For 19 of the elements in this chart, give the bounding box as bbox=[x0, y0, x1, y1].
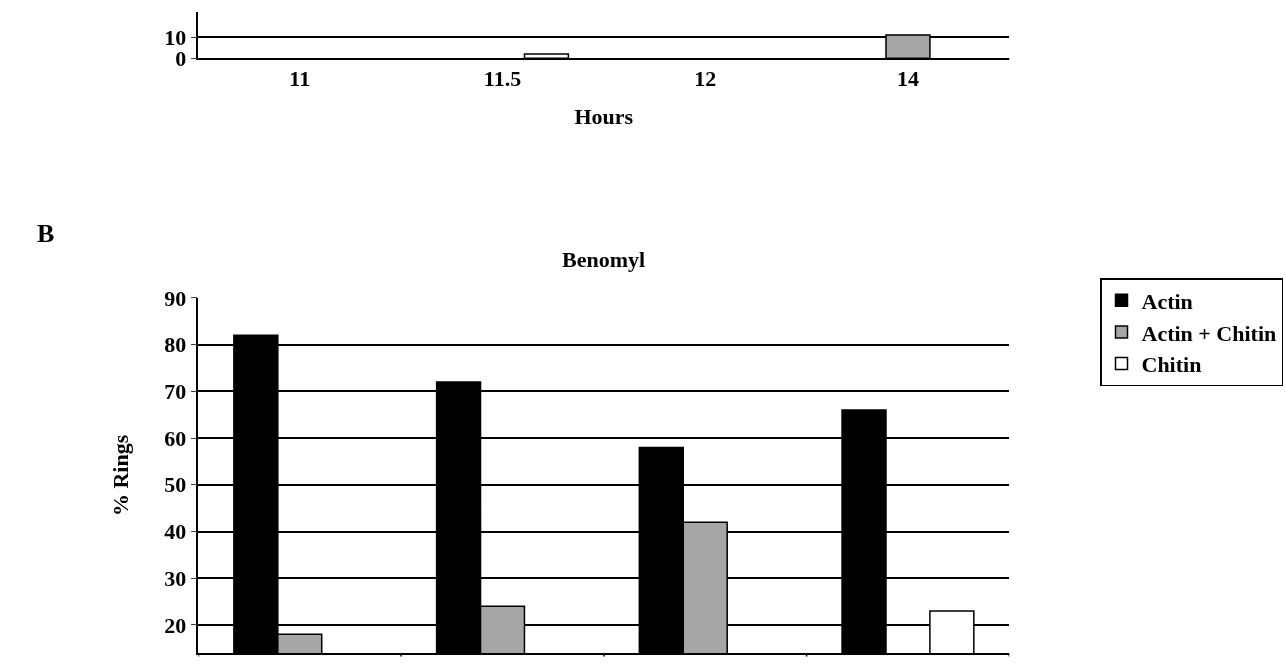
y-axis-title: % Rings bbox=[107, 434, 133, 517]
legend-label: Actin + Chitin bbox=[1141, 320, 1277, 346]
y-tick-label: 60 bbox=[164, 425, 187, 451]
y-tick-label: 50 bbox=[164, 472, 187, 498]
x-tick-label: 14 bbox=[896, 66, 919, 92]
x-axis-title: Hours bbox=[574, 103, 634, 129]
x-tick-label: 11 bbox=[289, 66, 311, 92]
legend-label: Chitin bbox=[1141, 352, 1202, 378]
text: B bbox=[37, 219, 55, 248]
y-tick-label: 20 bbox=[164, 612, 187, 638]
y-tick-label: 80 bbox=[164, 332, 187, 358]
x-tick-label: 11.5 bbox=[483, 66, 522, 92]
y-tick-label: 90 bbox=[164, 285, 187, 311]
chart-title: Benomyl bbox=[562, 247, 646, 272]
y-tick-label: 70 bbox=[164, 379, 187, 405]
y-tick-label: 40 bbox=[164, 519, 187, 545]
y-tick-label: 30 bbox=[164, 565, 187, 591]
x-tick-label: 12 bbox=[694, 66, 717, 92]
legend-label: Actin bbox=[1141, 288, 1193, 314]
